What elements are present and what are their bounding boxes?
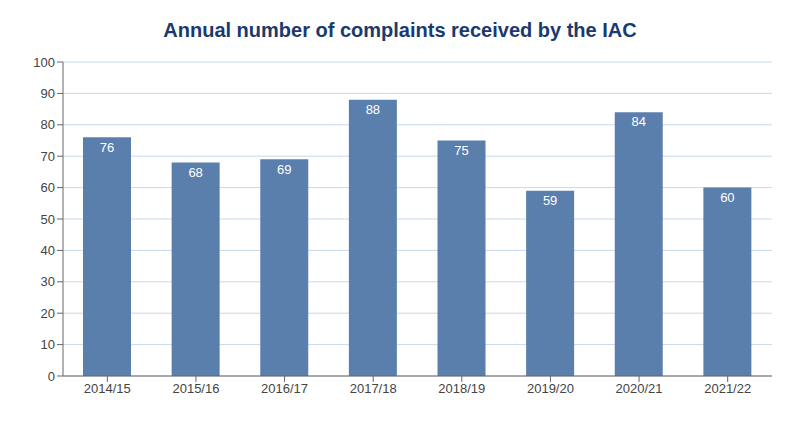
- svg-text:60: 60: [41, 180, 55, 195]
- svg-text:20: 20: [41, 306, 55, 321]
- svg-text:2015/16: 2015/16: [172, 381, 219, 396]
- svg-text:100: 100: [33, 55, 55, 70]
- svg-text:88: 88: [366, 102, 380, 117]
- svg-text:69: 69: [277, 162, 291, 177]
- svg-text:70: 70: [41, 149, 55, 164]
- svg-text:68: 68: [188, 165, 202, 180]
- svg-text:2018/19: 2018/19: [438, 381, 485, 396]
- svg-text:90: 90: [41, 86, 55, 101]
- svg-text:76: 76: [100, 140, 114, 155]
- svg-text:10: 10: [41, 337, 55, 352]
- svg-text:2016/17: 2016/17: [261, 381, 308, 396]
- svg-text:75: 75: [454, 143, 468, 158]
- svg-text:2021/22: 2021/22: [704, 381, 751, 396]
- svg-text:40: 40: [41, 243, 55, 258]
- svg-text:2020/21: 2020/21: [616, 381, 663, 396]
- svg-text:80: 80: [41, 117, 55, 132]
- svg-text:60: 60: [720, 190, 734, 205]
- svg-text:2014/15: 2014/15: [84, 381, 131, 396]
- svg-text:2017/18: 2017/18: [350, 381, 397, 396]
- html-text:Annual number of complaints re: Annual number of complaints received by …: [163, 19, 637, 41]
- svg-text:59: 59: [543, 193, 557, 208]
- svg-text:50: 50: [41, 212, 55, 227]
- svg-text:2019/20: 2019/20: [527, 381, 574, 396]
- svg-text:30: 30: [41, 274, 55, 289]
- svg-text:84: 84: [632, 114, 646, 129]
- svg-text:0: 0: [48, 369, 55, 384]
